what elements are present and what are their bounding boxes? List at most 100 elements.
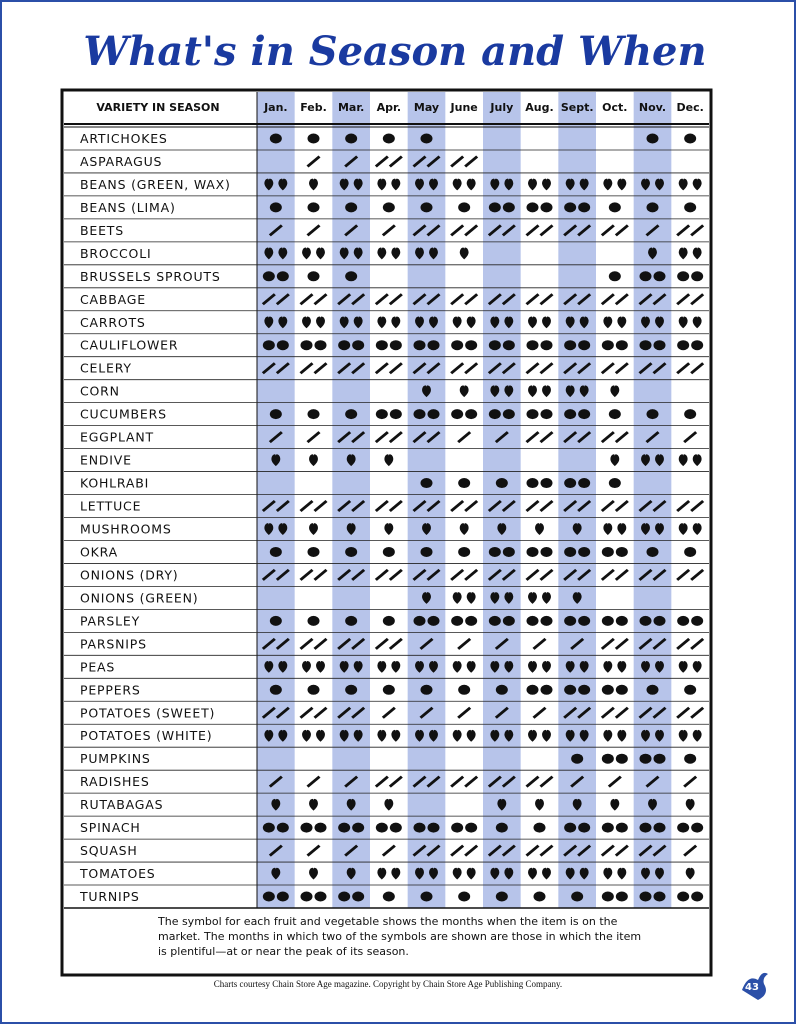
icon [278, 523, 288, 535]
season-cell [497, 523, 507, 535]
icon [578, 615, 591, 626]
icon [452, 316, 462, 329]
season-cell [307, 133, 320, 144]
icon [692, 178, 702, 191]
season-cell [565, 729, 589, 742]
season-cell [526, 615, 553, 626]
icon [488, 202, 501, 213]
icon [427, 340, 440, 351]
season-cell [565, 867, 589, 880]
icon [676, 637, 691, 650]
icon [382, 615, 395, 626]
icon [638, 706, 653, 719]
icon [353, 247, 363, 260]
variety-name: EGGPLANT [80, 430, 154, 445]
season-cell [415, 867, 438, 880]
season-cell [264, 661, 288, 673]
icon [579, 178, 589, 191]
season-cell [525, 500, 554, 513]
season-cell [302, 247, 325, 260]
season-cell [601, 684, 628, 695]
variety-name: SPINACH [80, 820, 141, 835]
season-cell [676, 293, 705, 306]
season-cell [487, 568, 516, 581]
season-cell [262, 822, 289, 833]
season-cell [600, 224, 629, 237]
icon [452, 178, 462, 191]
icon [412, 500, 427, 513]
icon [490, 178, 500, 191]
season-cell [450, 844, 479, 857]
icon [614, 431, 629, 444]
icon [504, 661, 514, 673]
season-cell [268, 224, 283, 237]
icon [339, 247, 349, 260]
season-cell [271, 867, 281, 880]
icon [684, 133, 697, 144]
icon [676, 500, 691, 513]
season-cell [415, 178, 438, 191]
icon [413, 409, 426, 420]
icon [641, 661, 650, 673]
season-cell [610, 454, 620, 467]
icon [466, 178, 476, 191]
icon [488, 409, 501, 420]
shaded-column [558, 92, 596, 908]
icon [338, 891, 351, 902]
icon [528, 729, 537, 742]
season-cell [268, 775, 283, 788]
season-cell [339, 661, 363, 673]
icon [490, 867, 500, 880]
season-cell [451, 340, 478, 351]
icon [384, 798, 394, 811]
icon [452, 867, 462, 880]
icon [313, 706, 328, 719]
season-cell [384, 798, 394, 811]
icon [565, 661, 575, 673]
shaded-column [633, 92, 672, 908]
season-cell [603, 661, 627, 673]
icon [426, 224, 441, 237]
icon [338, 340, 351, 351]
icon [676, 362, 691, 375]
season-cell [528, 316, 551, 329]
icon [464, 155, 479, 168]
season-cell [306, 775, 321, 788]
icon [617, 178, 627, 191]
season-cell [459, 385, 469, 398]
season-cell [458, 546, 471, 557]
season-cell [525, 844, 554, 857]
icon [539, 293, 554, 306]
icon [579, 661, 589, 673]
icon [542, 592, 551, 604]
season-cell [678, 523, 702, 535]
season-cell [420, 891, 433, 902]
icon [601, 546, 614, 557]
icon [577, 706, 592, 719]
season-cell [676, 568, 705, 581]
icon [268, 844, 283, 857]
icon [690, 500, 705, 513]
icon [615, 340, 628, 351]
icon [645, 431, 660, 444]
icon [565, 385, 575, 398]
season-cell [412, 431, 441, 444]
season-cell [684, 202, 697, 213]
icon [571, 753, 584, 764]
season-cell [262, 340, 289, 351]
icon [353, 661, 363, 673]
icon [617, 661, 627, 673]
season-cell [601, 340, 628, 351]
icon [307, 409, 320, 420]
icon [603, 316, 613, 329]
season-cell [307, 546, 320, 557]
icon [374, 637, 389, 650]
icon [684, 409, 697, 420]
icon [412, 155, 427, 168]
season-cell [487, 362, 516, 375]
icon [638, 568, 653, 581]
icon [351, 293, 366, 306]
season-cell [646, 409, 659, 420]
season-cell [338, 822, 365, 833]
season-cell [345, 271, 358, 282]
